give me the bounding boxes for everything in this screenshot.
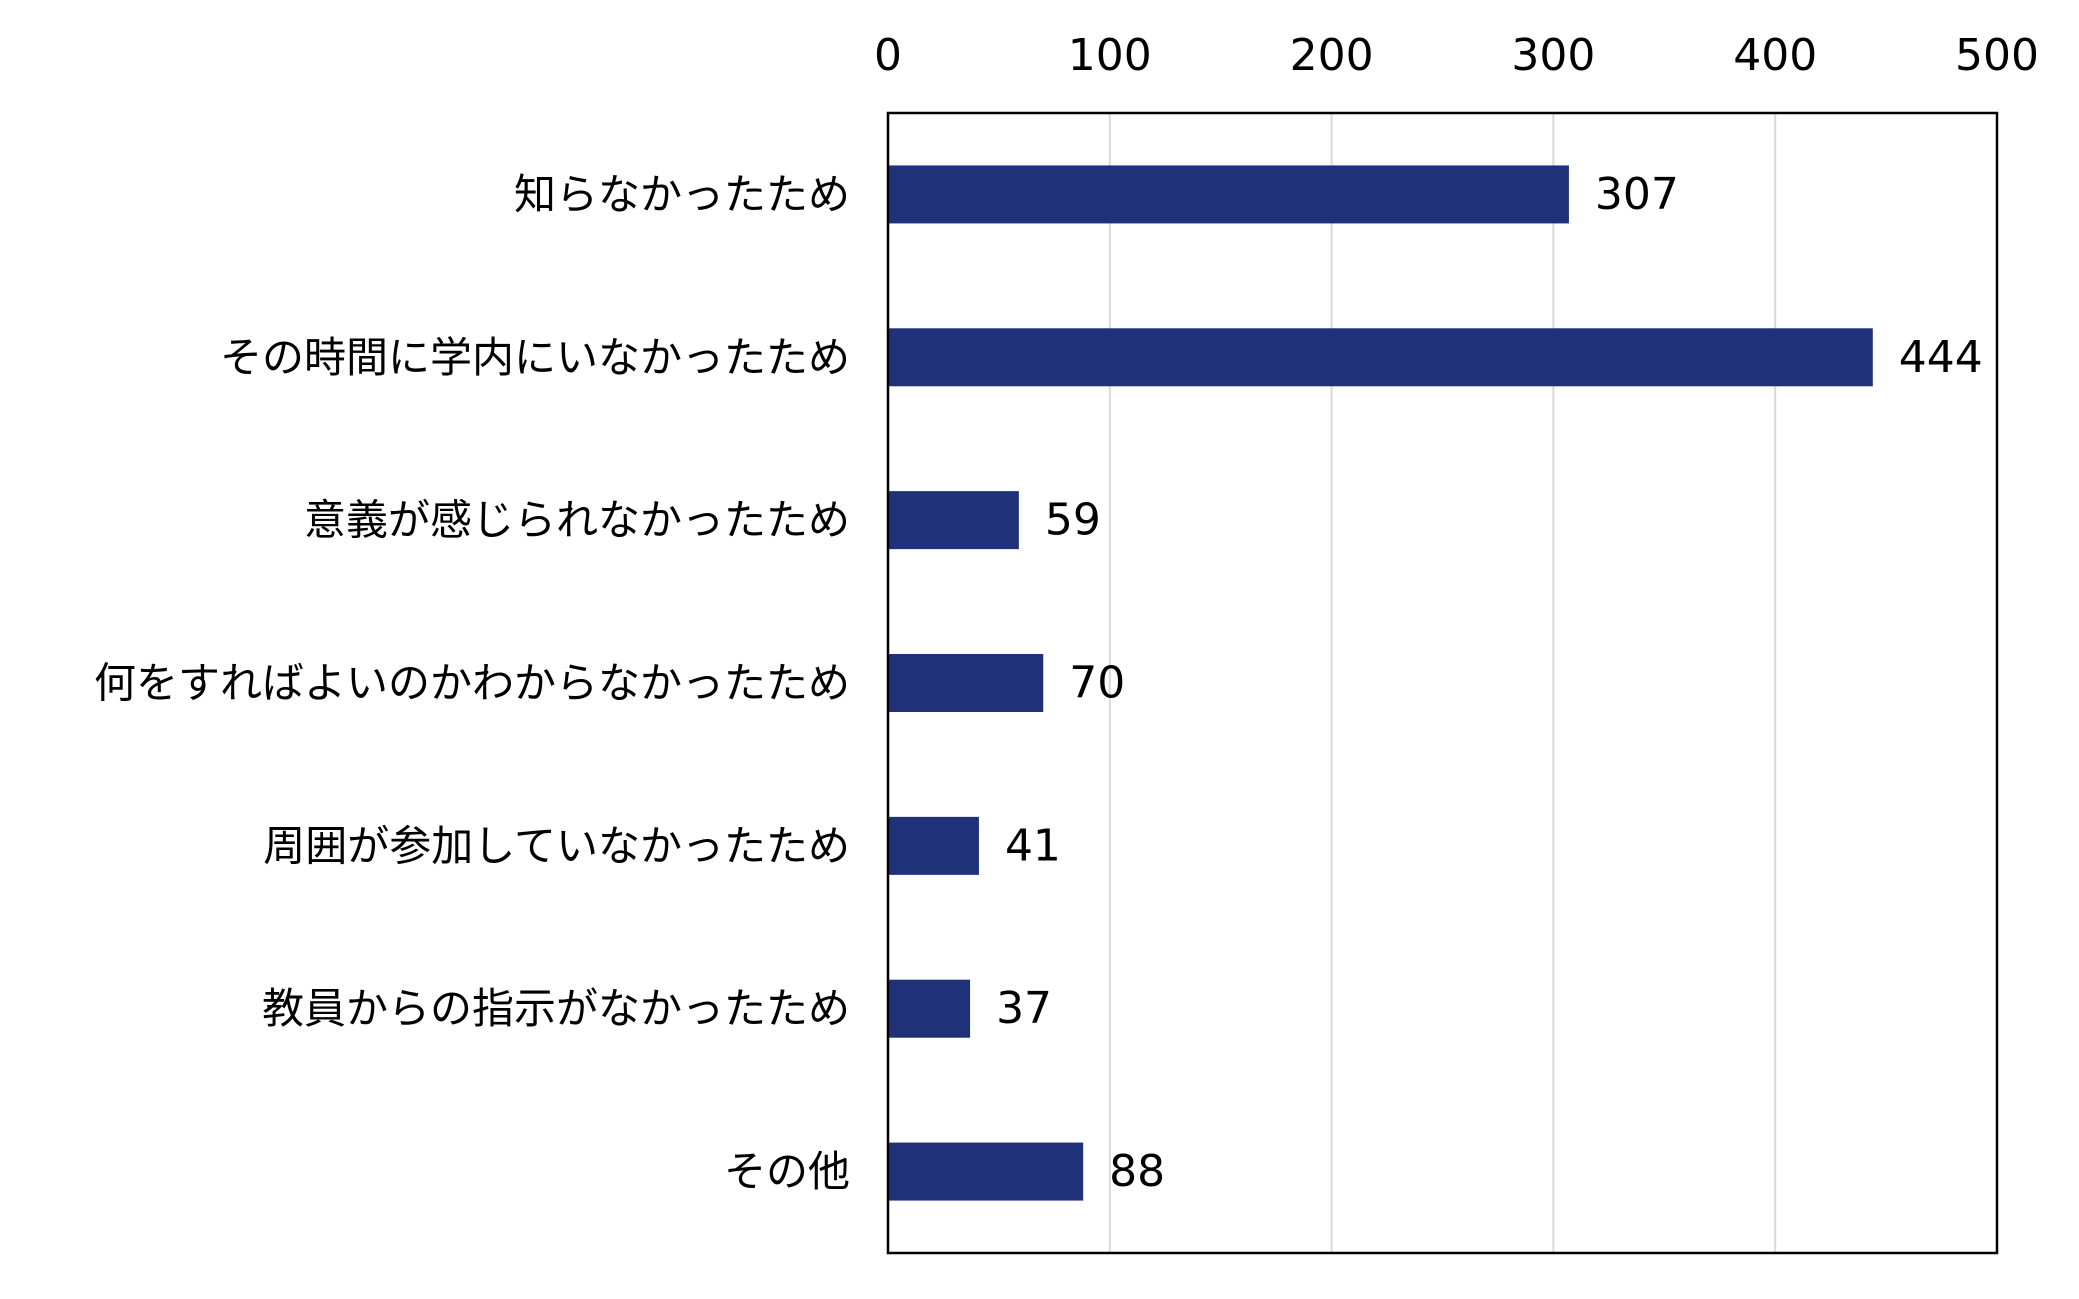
data-label: 37 <box>996 983 1052 1034</box>
gridlines <box>1108 113 1777 1253</box>
x-tick-label: 0 <box>874 30 902 81</box>
category-label: その他 <box>724 1147 850 1196</box>
x-tick-label: 400 <box>1733 30 1817 81</box>
category-label: 教員からの指示がなかったため <box>262 984 850 1033</box>
x-axis-tick-labels: 0 100 200 300 400 500 <box>874 30 2039 81</box>
x-tick-label: 500 <box>1955 30 2039 81</box>
plot-area-frame <box>886 111 1999 1255</box>
data-label: 307 <box>1595 169 1679 220</box>
bar <box>888 165 1569 224</box>
data-label: 88 <box>1109 1146 1165 1197</box>
data-label: 41 <box>1005 820 1061 871</box>
bar <box>888 979 971 1038</box>
category-labels: 知らなかったためその時間に学内にいなかったため意義が感じられなかったため何をすれ… <box>94 170 850 1196</box>
data-labels: 307 444 59 70 41 37 88 <box>996 169 1983 1197</box>
category-label: その時間に学内にいなかったため <box>220 333 850 382</box>
data-label: 444 <box>1899 332 1983 383</box>
bar <box>888 654 1044 712</box>
bar <box>888 491 1019 550</box>
bars <box>888 165 1873 1201</box>
category-label: 知らなかったため <box>514 170 850 219</box>
category-label: 意義が感じられなかったため <box>304 496 850 545</box>
category-label: 周囲が参加していなかったため <box>263 821 850 870</box>
bar <box>888 1142 1084 1201</box>
x-tick-label: 100 <box>1068 30 1152 81</box>
x-tick-label: 200 <box>1290 30 1374 81</box>
bar <box>888 328 1873 387</box>
category-label: 何をすればよいのかわからなかったため <box>94 659 850 708</box>
data-label: 59 <box>1045 495 1101 546</box>
x-tick-label: 300 <box>1511 30 1595 81</box>
data-label: 70 <box>1069 658 1125 709</box>
bar <box>888 816 979 875</box>
